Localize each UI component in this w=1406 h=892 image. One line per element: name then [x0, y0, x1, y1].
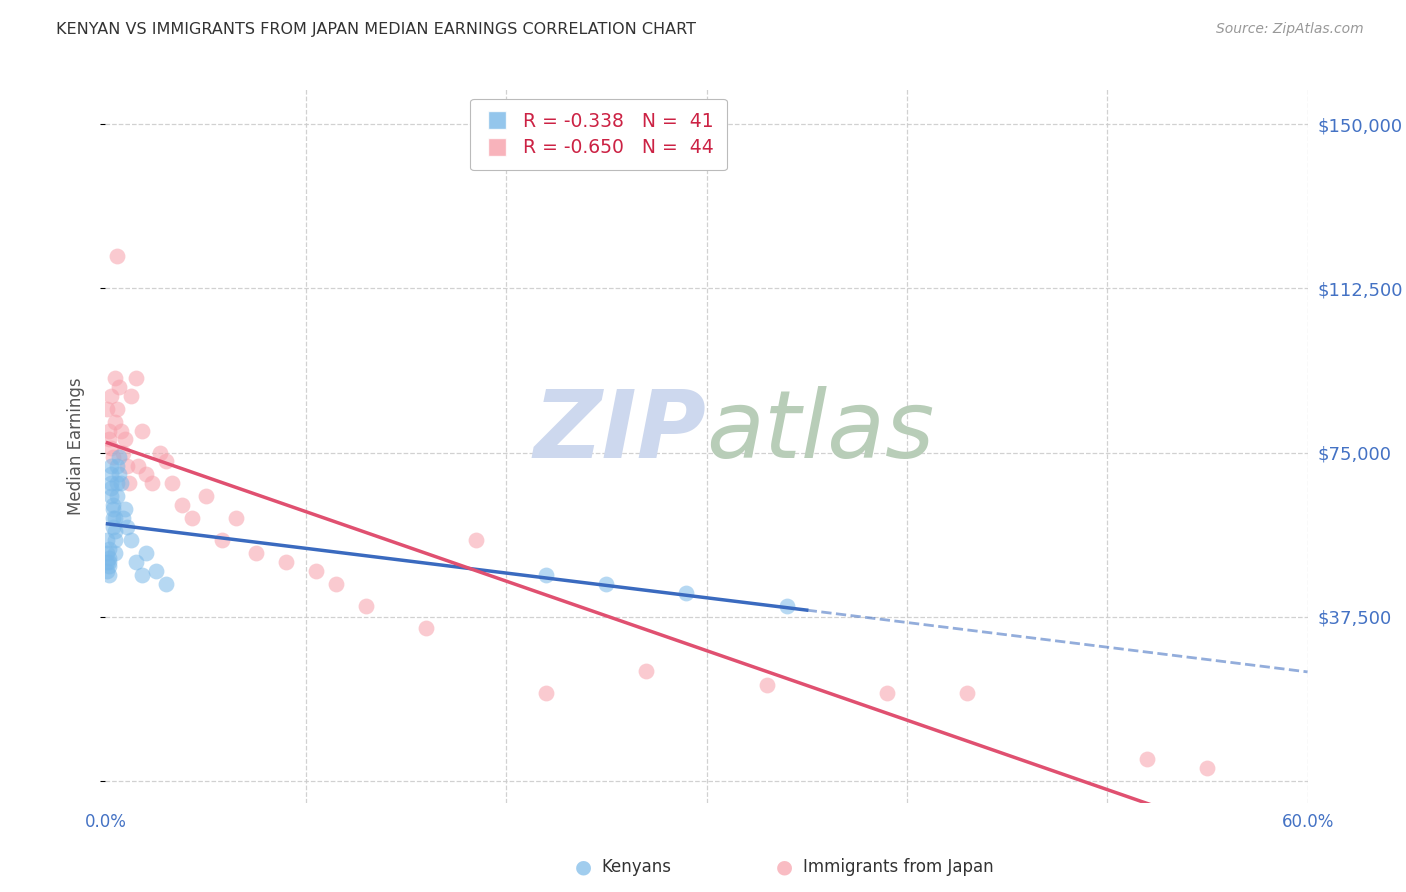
Text: ZIP: ZIP: [534, 385, 707, 478]
Point: [124, 555, 146, 569]
Point: [100, 441, 122, 455]
Point: [98, 424, 121, 438]
Point: [100, 489, 122, 503]
Point: [104, 546, 127, 560]
Point: [121, 389, 143, 403]
Point: [100, 476, 122, 491]
Point: [776, 599, 799, 613]
Point: [465, 533, 488, 548]
Point: [155, 577, 177, 591]
Point: [141, 476, 163, 491]
Point: [114, 433, 136, 447]
Point: [118, 476, 141, 491]
Point: [104, 415, 127, 429]
Point: [98, 559, 121, 574]
Point: [104, 524, 127, 539]
Legend: R = -0.338   N =  41, R = -0.650   N =  44: R = -0.338 N = 41, R = -0.650 N = 44: [470, 99, 727, 170]
Point: [274, 555, 297, 569]
Point: [675, 585, 697, 599]
Point: [96, 564, 118, 578]
Point: [117, 520, 139, 534]
Point: [305, 564, 328, 578]
Text: KENYAN VS IMMIGRANTS FROM JAPAN MEDIAN EARNINGS CORRELATION CHART: KENYAN VS IMMIGRANTS FROM JAPAN MEDIAN E…: [56, 22, 696, 37]
Point: [103, 520, 125, 534]
Text: Kenyans: Kenyans: [602, 858, 672, 876]
Point: [876, 686, 898, 700]
Point: [107, 401, 129, 416]
Point: [98, 433, 121, 447]
Point: [135, 467, 157, 482]
Point: [127, 458, 149, 473]
Point: [103, 511, 125, 525]
Point: [194, 489, 217, 503]
Point: [534, 686, 557, 700]
Point: [114, 502, 136, 516]
Point: [96, 546, 118, 560]
Point: [225, 511, 247, 525]
Point: [148, 445, 170, 459]
Point: [108, 450, 131, 464]
Point: [96, 555, 118, 569]
Point: [96, 401, 118, 416]
Point: [131, 568, 153, 582]
Point: [1136, 752, 1159, 766]
Point: [124, 371, 146, 385]
Point: [103, 498, 125, 512]
Text: ●: ●: [575, 857, 592, 877]
Point: [107, 458, 129, 473]
Point: [155, 454, 177, 468]
Text: ●: ●: [776, 857, 793, 877]
Point: [110, 476, 132, 491]
Point: [415, 621, 437, 635]
Point: [100, 458, 122, 473]
Point: [145, 564, 167, 578]
Point: [98, 550, 121, 565]
Point: [104, 371, 127, 385]
Point: [160, 476, 183, 491]
Point: [112, 445, 135, 459]
Point: [107, 489, 129, 503]
Point: [100, 481, 122, 495]
Point: [103, 502, 125, 516]
Point: [245, 546, 267, 560]
Point: [108, 467, 131, 482]
Point: [534, 568, 557, 582]
Point: [100, 389, 122, 403]
Point: [636, 665, 658, 679]
Point: [131, 424, 153, 438]
Text: atlas: atlas: [707, 386, 935, 477]
Text: Immigrants from Japan: Immigrants from Japan: [803, 858, 994, 876]
Point: [956, 686, 979, 700]
Point: [117, 458, 139, 473]
Point: [595, 577, 617, 591]
Point: [110, 424, 132, 438]
Point: [104, 533, 127, 548]
Point: [112, 511, 135, 525]
Point: [108, 380, 131, 394]
Point: [135, 546, 157, 560]
Point: [325, 577, 347, 591]
Point: [100, 467, 122, 482]
Point: [180, 511, 202, 525]
Point: [98, 541, 121, 556]
Text: Source: ZipAtlas.com: Source: ZipAtlas.com: [1216, 22, 1364, 37]
Point: [96, 533, 118, 548]
Y-axis label: Median Earnings: Median Earnings: [66, 377, 84, 515]
Point: [98, 568, 121, 582]
Point: [121, 533, 143, 548]
Point: [170, 498, 193, 512]
Point: [107, 476, 129, 491]
Point: [104, 511, 127, 525]
Point: [755, 677, 778, 691]
Point: [98, 555, 121, 569]
Point: [354, 599, 377, 613]
Point: [1197, 761, 1219, 775]
Point: [211, 533, 233, 548]
Point: [103, 450, 125, 464]
Point: [107, 249, 129, 263]
